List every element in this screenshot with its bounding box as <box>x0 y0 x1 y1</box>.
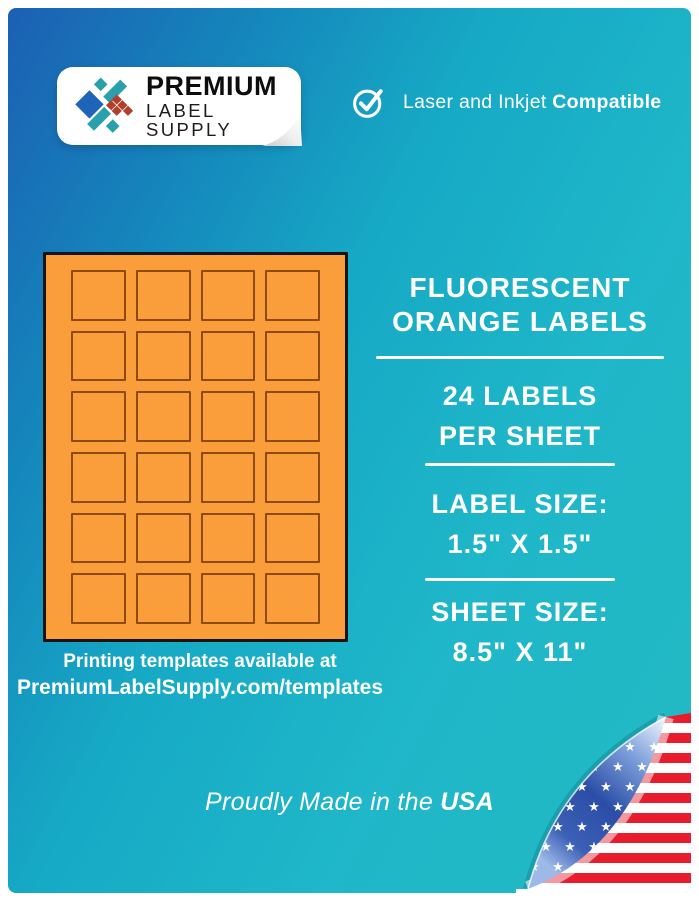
label-cell <box>265 330 320 382</box>
label-size: LABEL SIZE: 1.5" X 1.5" <box>370 484 670 564</box>
divider <box>425 463 615 466</box>
svg-text:★: ★ <box>588 800 600 815</box>
svg-text:★: ★ <box>576 780 588 795</box>
label-cell <box>200 330 256 382</box>
label-cell <box>135 270 191 321</box>
label-cell <box>200 512 256 564</box>
label-cell <box>71 270 126 321</box>
svg-text:★: ★ <box>528 780 540 795</box>
product-title: FLUORESCENT ORANGE LABELS <box>370 271 670 339</box>
svg-text:★: ★ <box>516 840 528 855</box>
label-cell <box>135 573 191 624</box>
svg-text:★: ★ <box>552 780 564 795</box>
brand-name-bottom: LABEL SUPPLY <box>146 100 233 140</box>
svg-text:★: ★ <box>540 760 552 775</box>
label-size-value: 1.5" X 1.5" <box>447 529 593 559</box>
svg-text:★: ★ <box>540 800 552 815</box>
label-cell <box>135 452 191 503</box>
svg-text:★: ★ <box>516 760 528 775</box>
svg-text:★: ★ <box>564 800 576 815</box>
templates-note-line1: Printing templates available at <box>63 651 337 672</box>
label-cell <box>71 391 126 442</box>
sheet-size-label: SHEET SIZE: <box>431 597 609 627</box>
compatibility-text-regular: Laser and Inkjet <box>403 90 553 113</box>
svg-text:★: ★ <box>564 720 576 735</box>
label-cell <box>200 391 256 442</box>
templates-note-url: PremiumLabelSupply.com/templates <box>16 676 384 699</box>
compatibility-text-bold: Compatible <box>552 90 662 113</box>
check-circle-icon <box>353 89 383 118</box>
labels-per-sheet: 24 LABELS PER SHEET <box>370 376 670 456</box>
compatibility-text: Laser and Inkjet Compatible <box>403 91 661 114</box>
svg-text:★: ★ <box>600 780 612 795</box>
svg-text:★: ★ <box>516 720 528 735</box>
label-cell <box>71 330 126 382</box>
svg-text:★: ★ <box>540 720 552 735</box>
label-cell <box>200 573 256 624</box>
usa-flag-page-curl-icon: ★★★★★★★★★★★★★★★★★★★★★★★★★★★★★★★★★★★★★★★★… <box>516 713 691 893</box>
product-specs-column: FLUORESCENT ORANGE LABELS 24 LABELS PER … <box>370 0 670 901</box>
svg-text:★: ★ <box>528 740 540 755</box>
svg-text:★: ★ <box>540 840 552 855</box>
label-cell <box>265 512 320 564</box>
svg-text:★: ★ <box>552 860 564 875</box>
svg-text:★: ★ <box>552 740 564 755</box>
svg-text:★: ★ <box>552 820 564 835</box>
svg-text:★: ★ <box>648 740 660 755</box>
svg-text:★: ★ <box>636 760 648 775</box>
made-in-usa-text: Proudly Made in the USA <box>0 788 699 817</box>
label-cell <box>265 573 320 624</box>
brand-name: PREMIUM LABEL SUPPLY <box>146 73 301 139</box>
svg-text:★: ★ <box>564 840 576 855</box>
premium-label-supply-logo-icon <box>75 77 134 133</box>
svg-text:★: ★ <box>588 720 600 735</box>
sheet-size-value: 8.5" X 11" <box>452 637 588 667</box>
svg-text:★: ★ <box>564 760 576 775</box>
sheet-size: SHEET SIZE: 8.5" X 11" <box>370 592 670 672</box>
svg-text:★: ★ <box>624 780 636 795</box>
label-cell <box>265 391 320 442</box>
made-in-usa-regular: Proudly Made in the <box>205 788 441 816</box>
product-title-line1: FLUORESCENT <box>409 272 631 303</box>
label-cell <box>71 512 126 564</box>
svg-text:★: ★ <box>576 820 588 835</box>
svg-text:★: ★ <box>600 820 612 835</box>
product-title-line2: ORANGE LABELS <box>392 306 648 337</box>
usa-flag-corner: ★★★★★★★★★★★★★★★★★★★★★★★★★★★★★★★★★★★★★★★★… <box>516 713 691 893</box>
badge-page-curl <box>262 114 302 146</box>
label-cell <box>135 512 191 564</box>
templates-note: Printing templates available at PremiumL… <box>5 649 395 701</box>
divider <box>376 356 664 359</box>
svg-text:★: ★ <box>576 740 588 755</box>
label-cell <box>71 573 126 624</box>
labels-per-sheet-line2: PER SHEET <box>438 421 602 451</box>
divider <box>425 578 615 581</box>
label-cell <box>265 270 320 321</box>
label-cell <box>200 452 256 503</box>
label-cell <box>200 270 256 321</box>
brand-name-top: PREMIUM <box>146 71 278 101</box>
svg-text:★: ★ <box>612 720 624 735</box>
svg-text:★: ★ <box>624 740 636 755</box>
svg-text:★: ★ <box>612 800 624 815</box>
compatibility-row: Laser and Inkjet Compatible <box>351 84 661 120</box>
label-size-label: LABEL SIZE: <box>431 489 609 519</box>
brand-badge: PREMIUM LABEL SUPPLY <box>57 67 302 146</box>
made-in-usa-bold: USA <box>440 788 494 816</box>
label-cell <box>265 452 320 503</box>
svg-text:★: ★ <box>516 800 528 815</box>
labels-per-sheet-line1: 24 LABELS <box>442 381 598 411</box>
label-cell <box>71 452 126 503</box>
label-sheet-preview <box>43 252 348 642</box>
label-cell <box>135 330 191 382</box>
svg-text:★: ★ <box>528 820 540 835</box>
svg-text:★: ★ <box>612 760 624 775</box>
label-cell <box>135 391 191 442</box>
